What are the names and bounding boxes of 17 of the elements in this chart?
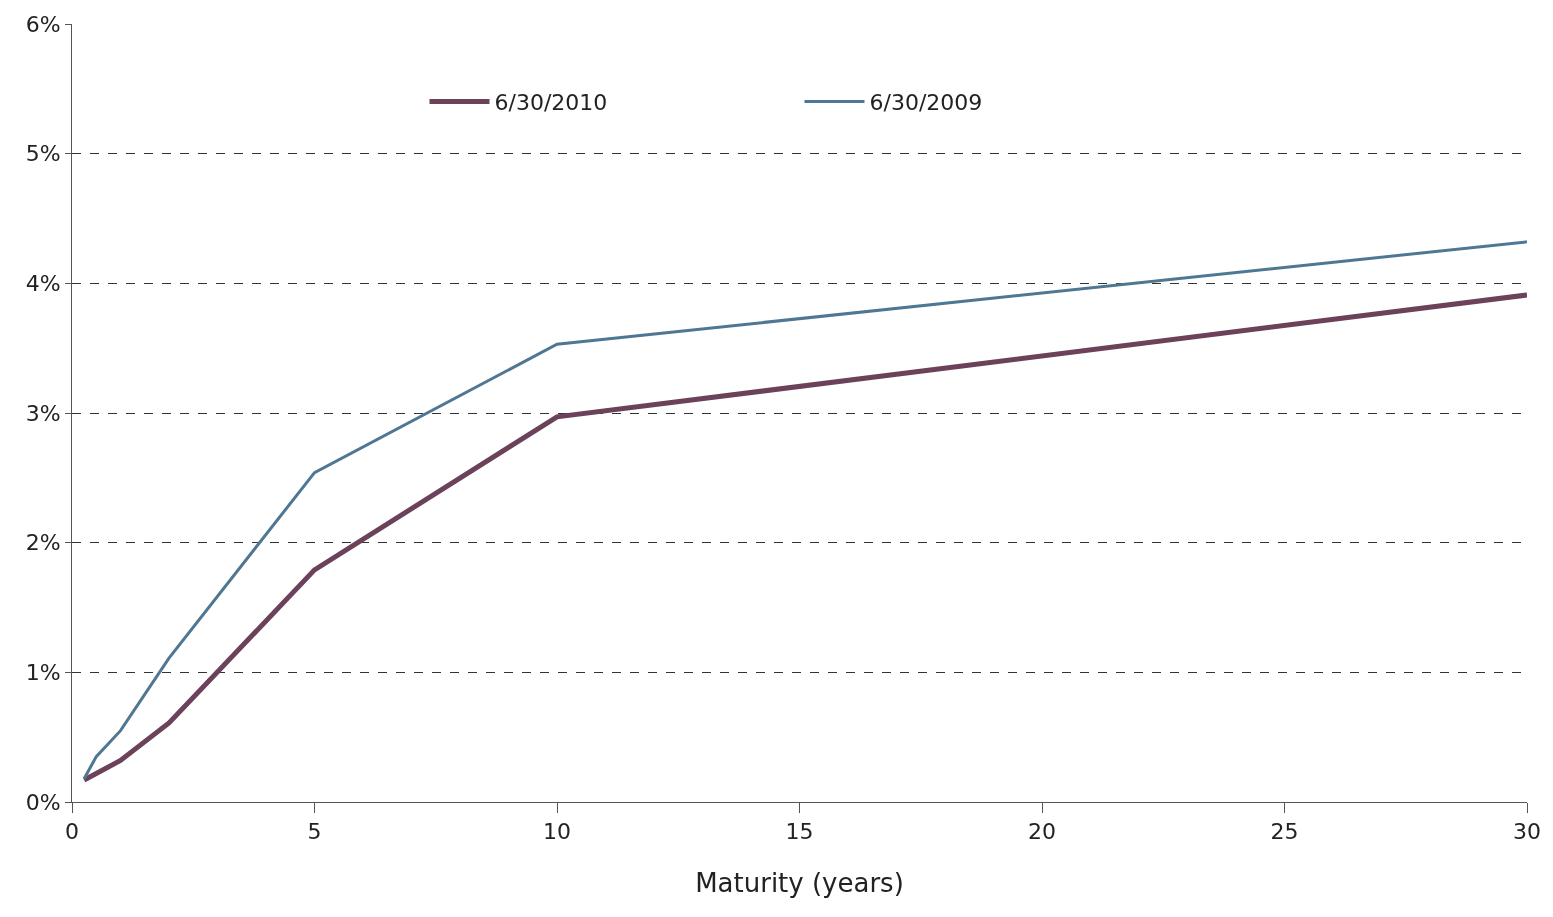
y-tick-label: 6% <box>25 11 61 37</box>
x-axis-title: Maturity (years) <box>695 868 904 899</box>
x-tick-label: 30 <box>1513 819 1541 845</box>
x-tick-label: 15 <box>785 819 814 845</box>
y-tick-label: 3% <box>25 400 61 426</box>
legend-label: 6/30/2010 <box>494 90 608 116</box>
y-tick-label: 0% <box>25 789 61 815</box>
legend-label: 6/30/2009 <box>869 90 983 116</box>
y-tick-label: 2% <box>25 530 61 556</box>
y-tick-label: 5% <box>25 141 61 167</box>
y-tick-label: 4% <box>25 271 61 297</box>
x-tick-label: 0 <box>65 819 79 845</box>
x-tick-label: 5 <box>307 819 322 845</box>
y-tick-label: 1% <box>25 660 61 686</box>
x-tick-label: 20 <box>1028 819 1056 845</box>
x-tick-label: 25 <box>1270 819 1299 845</box>
x-tick-label: 10 <box>543 819 571 845</box>
